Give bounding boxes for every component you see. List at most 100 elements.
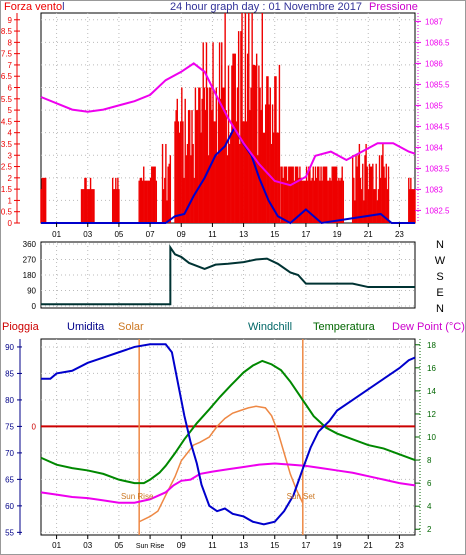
wind-force-tick: 2.5 bbox=[1, 163, 13, 172]
wind-force-tick: 6 bbox=[8, 84, 13, 93]
wind-force-tick: 5 bbox=[8, 106, 13, 115]
wind-force-tick: 7 bbox=[8, 61, 13, 70]
compass-label: N bbox=[436, 239, 444, 251]
wind-force-tick: 1.5 bbox=[1, 185, 13, 194]
time-tick: 11 bbox=[208, 230, 217, 239]
time-tick: 15 bbox=[270, 230, 279, 239]
humidity-temperature-panel: 55 60 65 70 75 80 85 90 0 2 4 6 8 10 12 14 16 18 01 03 05 S… bbox=[5, 338, 436, 550]
time-tick: 01 bbox=[52, 541, 61, 550]
legend-solar: Solar bbox=[118, 321, 144, 333]
wind-force-tick: 0.5 bbox=[1, 208, 13, 217]
direction-tick: 0 bbox=[32, 302, 37, 311]
temperature-axis: 2 4 6 8 10 12 14 16 18 bbox=[415, 339, 436, 535]
wind-force-tick: 1 bbox=[8, 196, 13, 205]
time-tick: 07 bbox=[146, 230, 155, 239]
header-right-label: Pressione bbox=[369, 1, 418, 13]
time-tick: 03 bbox=[83, 230, 92, 239]
humidity-tick: 60 bbox=[5, 502, 14, 511]
wind-force-tick: 3.5 bbox=[1, 140, 13, 149]
wind-force-bars bbox=[40, 13, 416, 223]
wind-time-axis: 01 03 05 07 09 11 13 15 17 19 21 23 bbox=[52, 223, 404, 239]
wind-force-tick: 2 bbox=[8, 174, 13, 183]
legend-umidita: Umidita bbox=[67, 321, 105, 333]
legend-dew-point: Dew Point (°C) bbox=[392, 321, 465, 333]
sunset-label: Sun Set bbox=[287, 492, 316, 501]
humidity-line bbox=[41, 343, 416, 526]
pressure-tick: 1083 bbox=[425, 185, 443, 194]
wind-force-tick: 7.5 bbox=[1, 50, 13, 59]
pressure-tick: 1086.5 bbox=[425, 38, 450, 47]
temperature-tick: 8 bbox=[427, 456, 432, 465]
wind-force-tick: 3 bbox=[8, 151, 13, 160]
temperature-tick: 6 bbox=[427, 479, 432, 488]
rain-zero-label: 0 bbox=[32, 422, 37, 431]
time-tick: 21 bbox=[364, 230, 373, 239]
humidity-tick: 90 bbox=[5, 343, 14, 352]
time-tick: 21 bbox=[364, 541, 373, 550]
header-left-label: Forza ventol bbox=[4, 1, 65, 13]
time-tick: 09 bbox=[177, 541, 186, 550]
temperature-tick: 14 bbox=[427, 387, 436, 396]
compass-label: N bbox=[436, 303, 444, 315]
compass-label: S bbox=[436, 271, 443, 283]
wind-pressure-panel: 0 0.5 1 1.5 2 2.5 3 3.5 4 4.5 5 5.5 6 6.5 7 7.5 8 8.5 9 10… bbox=[1, 12, 450, 239]
solar-line bbox=[138, 405, 304, 523]
time-tick: 23 bbox=[395, 230, 404, 239]
pressure-tick: 1084 bbox=[425, 143, 443, 152]
temperature-tick: 2 bbox=[427, 525, 432, 534]
wind-force-tick: 8.5 bbox=[1, 27, 13, 36]
legend-windchill: Windchill bbox=[248, 321, 292, 333]
time-tick: 01 bbox=[52, 230, 61, 239]
sun-annotations: Sun Rise Sun Set bbox=[121, 492, 316, 501]
time-tick: Sun Rise bbox=[136, 543, 165, 550]
humidity-tick: 80 bbox=[5, 396, 14, 405]
time-tick: 15 bbox=[270, 541, 279, 550]
temperature-time-axis: 01 03 05 Sun Rise 09 11 13 15 17 19 21 23 bbox=[52, 535, 404, 550]
direction-axis: 0 90 180 270 360 bbox=[23, 240, 37, 311]
pressure-tick: 1085.5 bbox=[425, 80, 450, 89]
direction-tick: 90 bbox=[27, 287, 36, 296]
humidity-tick: 55 bbox=[5, 528, 14, 537]
temperature-line bbox=[40, 359, 416, 485]
time-tick: 19 bbox=[333, 230, 342, 239]
pressure-tick: 1086 bbox=[425, 59, 443, 68]
humidity-axis: 55 60 65 70 75 80 85 90 0 bbox=[5, 339, 37, 537]
temperature-tick: 16 bbox=[427, 364, 436, 373]
pressure-tick: 1087 bbox=[425, 17, 443, 26]
humidity-tick: 75 bbox=[5, 422, 14, 431]
temperature-legend: Pioggia Umidita Solar Windchill Temperat… bbox=[2, 321, 465, 333]
direction-tick: 360 bbox=[23, 240, 37, 249]
temperature-tick: 4 bbox=[427, 502, 432, 511]
legend-pioggia: Pioggia bbox=[2, 321, 40, 333]
pressure-tick: 1084.5 bbox=[425, 122, 450, 131]
wind-force-tick: 0 bbox=[8, 219, 13, 228]
wind-force-tick: 8 bbox=[8, 38, 13, 47]
wind-direction-line bbox=[41, 244, 415, 306]
compass-label: E bbox=[436, 287, 443, 299]
time-tick: 13 bbox=[239, 230, 248, 239]
sunrise-label: Sun Rise bbox=[121, 492, 154, 501]
wind-direction-frame bbox=[40, 241, 416, 309]
humidity-tick: 85 bbox=[5, 369, 14, 378]
time-tick: 09 bbox=[177, 230, 186, 239]
humidity-tick: 65 bbox=[5, 475, 14, 484]
wind-force-tick: 5.5 bbox=[1, 95, 13, 104]
time-tick: 23 bbox=[395, 541, 404, 550]
pressure-line bbox=[40, 62, 416, 187]
time-tick: 13 bbox=[239, 541, 248, 550]
time-tick: 17 bbox=[301, 541, 310, 550]
legend-temperatura: Temperatura bbox=[313, 321, 376, 333]
time-tick: 03 bbox=[83, 541, 92, 550]
compass-label: W bbox=[435, 255, 446, 267]
direction-tick: 270 bbox=[23, 256, 37, 265]
pressure-tick: 1083.5 bbox=[425, 164, 450, 173]
wind-force-axis: 0 0.5 1 1.5 2 2.5 3 3.5 4 4.5 5 5.5 6 6.5 7 7.5 8 8.5 9 bbox=[1, 13, 20, 228]
time-tick: 11 bbox=[208, 541, 217, 550]
time-tick: 05 bbox=[114, 230, 123, 239]
header-title: 24 hour graph day : 01 Novembre 2017 bbox=[170, 1, 362, 13]
humidity-tick: 70 bbox=[5, 449, 14, 458]
temperature-tick: 12 bbox=[427, 410, 436, 419]
